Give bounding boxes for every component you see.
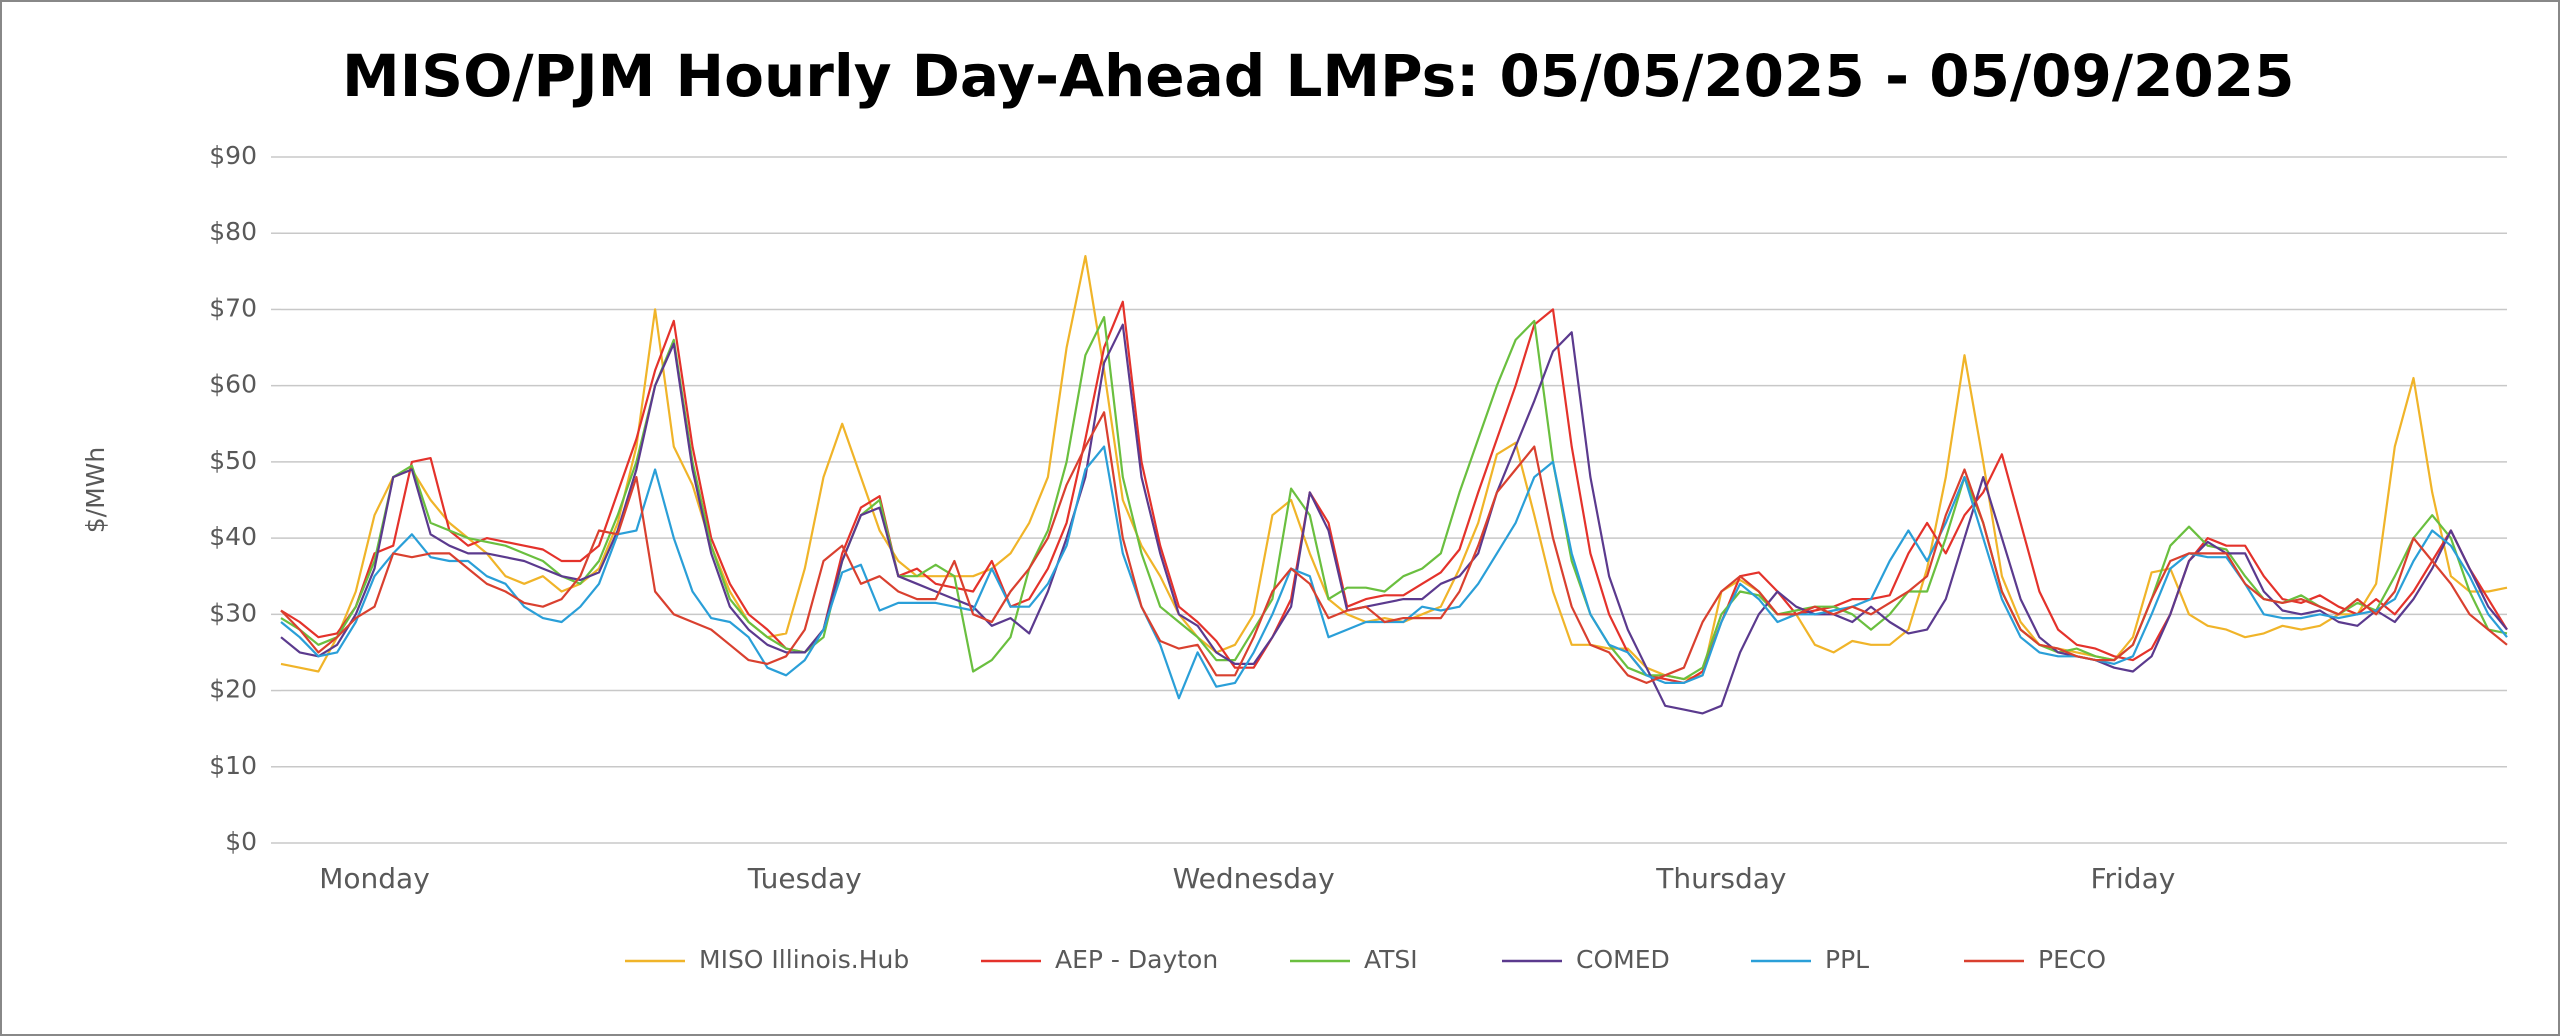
y-axis-label: $/MWh: [81, 447, 110, 533]
legend-label: PECO: [2038, 945, 2106, 974]
y-tick-label: $0: [225, 827, 257, 856]
y-tick-label: $20: [209, 675, 257, 704]
y-tick-label: $50: [209, 446, 257, 475]
legend-label: MISO Illinois.Hub: [699, 945, 909, 974]
y-tick-label: $40: [209, 522, 257, 551]
legend-label: AEP - Dayton: [1055, 945, 1218, 974]
legend-label: PPL: [1825, 945, 1869, 974]
y-tick-label: $70: [209, 293, 257, 322]
chart-title: MISO/PJM Hourly Day-Ahead LMPs: 05/05/20…: [342, 42, 2294, 110]
legend-label: ATSI: [1364, 945, 1418, 974]
series-line: [280, 323, 2508, 715]
series-line: [280, 445, 2508, 700]
x-tick-label: Thursday: [1655, 862, 1786, 895]
y-tick-label: $80: [209, 217, 257, 246]
x-tick-label: Wednesday: [1173, 862, 1335, 895]
legend-label: COMED: [1576, 945, 1670, 974]
y-tick-label: $60: [209, 370, 257, 399]
y-tick-label: $90: [209, 141, 257, 170]
y-tick-label: $30: [209, 598, 257, 627]
series-line: [280, 300, 2508, 684]
x-tick-label: Friday: [2090, 862, 2175, 895]
series-line: [280, 411, 2508, 684]
x-tick-label: Tuesday: [747, 862, 862, 895]
x-tick-label: Monday: [319, 862, 430, 895]
y-tick-label: $10: [209, 751, 257, 780]
